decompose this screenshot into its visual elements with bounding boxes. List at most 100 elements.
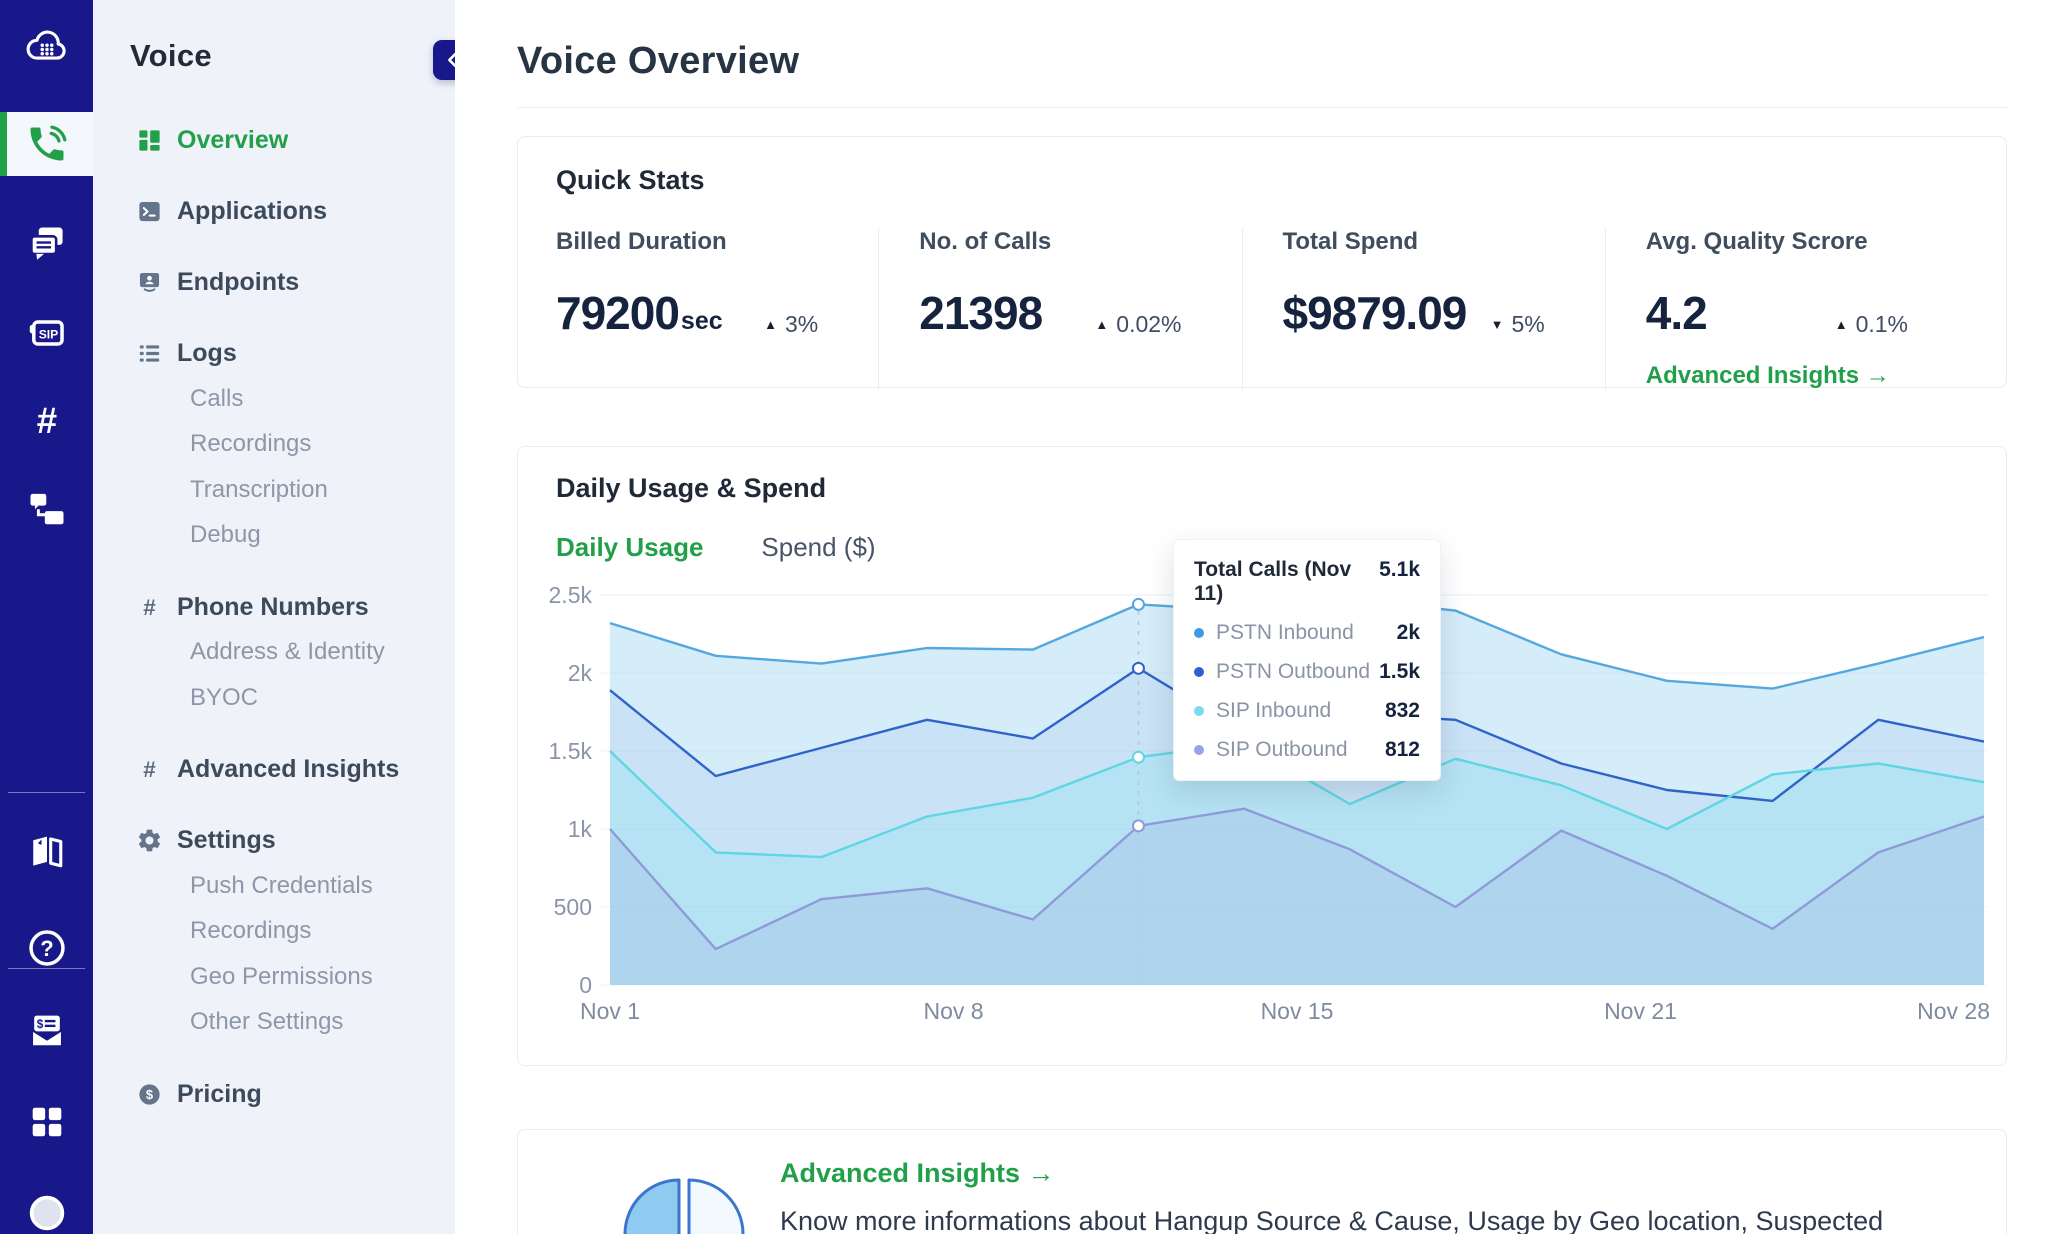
invoice-envelope-icon: $ <box>25 1009 69 1053</box>
icon-rail: SIP #? $ <box>0 0 93 1234</box>
stat-no-of-calls: No. of Calls 21398 ▲ 0.02% <box>878 228 1241 390</box>
hash-bold-icon: # <box>136 756 163 783</box>
sidebar-item-logs[interactable]: Logs <box>93 330 455 376</box>
sidebar-item-label: Geo Permissions <box>190 963 373 990</box>
dashboard-icon <box>136 127 163 154</box>
tooltip-series-value: 1.5k <box>1379 660 1420 683</box>
svg-text:2.5k: 2.5k <box>549 582 593 608</box>
sidebar-item-label: BYOC <box>190 684 259 711</box>
svg-text:#: # <box>36 400 56 441</box>
sidebar-item-overview[interactable]: Overview <box>93 117 455 163</box>
sidebar-item-label: Settings <box>177 825 276 854</box>
endpoint-badge-icon <box>136 269 163 296</box>
chat-bubbles-icon <box>25 222 69 266</box>
series-dot-icon <box>1194 628 1204 638</box>
sidebar-item-label: Recordings <box>190 430 312 457</box>
rail-item-workflow[interactable] <box>0 478 93 542</box>
stat-delta-percent: 0.02% <box>1116 311 1182 337</box>
sidebar-item-label: Address & Identity <box>190 638 385 665</box>
tab-spend-[interactable]: Spend ($) <box>761 532 876 562</box>
usage-tabs: Daily Usage Spend ($) <box>556 532 1968 563</box>
flow-nodes-icon <box>25 488 69 532</box>
sidebar-item-endpoints[interactable]: Endpoints <box>93 259 455 305</box>
tooltip-series-label: SIP Inbound <box>1216 699 1332 722</box>
series-dot-icon <box>1194 667 1204 677</box>
stat-label: No. of Calls <box>919 228 1052 255</box>
rail-item-help[interactable]: ? <box>0 916 93 980</box>
rail-item-docs[interactable] <box>0 820 93 884</box>
svg-text:0: 0 <box>579 972 592 998</box>
chevron-left-icon <box>448 52 457 68</box>
sidebar: Voice Overview Applications Endpoints Logs C… <box>93 0 473 1234</box>
sidebar-item-recordings[interactable]: Recordings <box>93 421 455 467</box>
sidebar-item-label: Recordings <box>190 917 312 944</box>
stat-delta: ▲ 0.1% <box>1835 311 1908 338</box>
sip-box-icon: SIP <box>25 311 69 355</box>
title-divider <box>517 107 2007 108</box>
dollar-circle-icon: $ <box>136 1081 163 1108</box>
rail-item-sip-trunking[interactable]: SIP <box>0 301 93 365</box>
svg-text:Nov 28: Nov 28 <box>1917 998 1990 1024</box>
sidebar-title: Voice <box>130 38 212 73</box>
stat-value: 4.2 <box>1645 287 1708 339</box>
sidebar-item-recordings[interactable]: Recordings <box>93 908 455 954</box>
rail-item-billing[interactable]: $ <box>0 999 93 1063</box>
gear-icon <box>136 827 163 854</box>
sidebar-item-label: Logs <box>177 338 237 367</box>
advanced-insights-link[interactable]: Advanced Insights → <box>1645 362 1890 389</box>
pie-chart-illustration <box>623 1178 745 1234</box>
sidebar-item-label: Phone Numbers <box>177 592 369 621</box>
stat-delta-percent: 0.1% <box>1855 311 1908 337</box>
main-content: Voice Overview Quick Stats Billed Durati… <box>455 0 2048 1234</box>
stat-delta-percent: 5% <box>1511 311 1545 337</box>
sidebar-item-push-credentials[interactable]: Push Credentials <box>93 863 455 909</box>
sidebar-item-phone-numbers[interactable]: # Phone Numbers <box>93 584 455 630</box>
rail-item-logo[interactable] <box>0 14 93 78</box>
quick-stats-card: Quick Stats Billed Duration 79200 sec ▲ 3… <box>517 136 2007 390</box>
sidebar-item-settings[interactable]: Settings <box>93 817 455 863</box>
sidebar-item-advanced-insights[interactable]: # Advanced Insights <box>93 746 455 792</box>
grid-squares-icon <box>25 1100 69 1144</box>
sidebar-item-debug[interactable]: Debug <box>93 512 455 558</box>
usage-area-chart[interactable]: 2.5k 2k 1.5k 1k 500 0 Nov 1 Nov 8 Nov 15 Nov 21 No… <box>540 571 1990 1034</box>
stat-unit: sec <box>680 307 723 335</box>
tooltip-row-pstn-outbound: PSTN Outbound 1.5k <box>1194 660 1420 684</box>
list-log-icon <box>136 340 163 367</box>
stat-delta: ▲ 3% <box>764 311 818 338</box>
svg-text:$: $ <box>146 1087 153 1102</box>
sidebar-item-label: Overview <box>177 125 289 154</box>
tooltip-total: 5.1k <box>1379 558 1420 581</box>
rail-item-status[interactable] <box>0 1181 93 1234</box>
circle-ring-icon <box>25 1191 69 1234</box>
tab-daily-usage[interactable]: Daily Usage <box>556 532 704 562</box>
stat-label: Total Spend <box>1282 228 1419 255</box>
sidebar-item-applications[interactable]: Applications <box>93 188 455 234</box>
rail-item-messaging[interactable] <box>0 212 93 276</box>
svg-text:#: # <box>143 594 156 619</box>
trend-up-icon: ▲ <box>1095 317 1109 332</box>
stat-value: $9879.09 <box>1282 287 1468 339</box>
quick-stats-row: Billed Duration 79200 sec ▲ 3% No. of Cal… <box>556 228 1968 390</box>
sidebar-item-byoc[interactable]: BYOC <box>93 675 455 721</box>
stat-billed-duration: Billed Duration 79200 sec ▲ 3% <box>556 228 878 390</box>
stat-delta: ▼ 5% <box>1491 311 1545 338</box>
sidebar-item-other-settings[interactable]: Other Settings <box>93 999 455 1045</box>
advanced-insights-link[interactable]: Advanced Insights → <box>780 1158 1055 1188</box>
sidebar-item-pricing[interactable]: $ Pricing <box>93 1071 455 1117</box>
terminal-icon <box>136 198 163 225</box>
sidebar-item-geo-permissions[interactable]: Geo Permissions <box>93 954 455 1000</box>
svg-text:1.5k: 1.5k <box>549 738 593 764</box>
tooltip-series-label: SIP Outbound <box>1216 738 1348 761</box>
sidebar-item-label: Debug <box>190 521 261 548</box>
stat-delta-percent: 3% <box>785 311 819 337</box>
rail-item-apps[interactable] <box>0 1090 93 1154</box>
rail-item-numbers[interactable]: # <box>0 389 93 453</box>
stat-avg-quality-scrore: Avg. Quality Scrore 4.2 ▲ 0.1% Advanced … <box>1604 228 1968 390</box>
sidebar-item-address-identity[interactable]: Address & Identity <box>93 629 455 675</box>
sidebar-item-transcription[interactable]: Transcription <box>93 467 455 513</box>
usage-chart-card: Daily Usage & Spend Daily Usage Spend ($)… <box>517 446 2007 1066</box>
sidebar-item-calls[interactable]: Calls <box>93 376 455 422</box>
rail-item-voice[interactable] <box>0 112 93 176</box>
hash-icon: # <box>25 399 69 443</box>
